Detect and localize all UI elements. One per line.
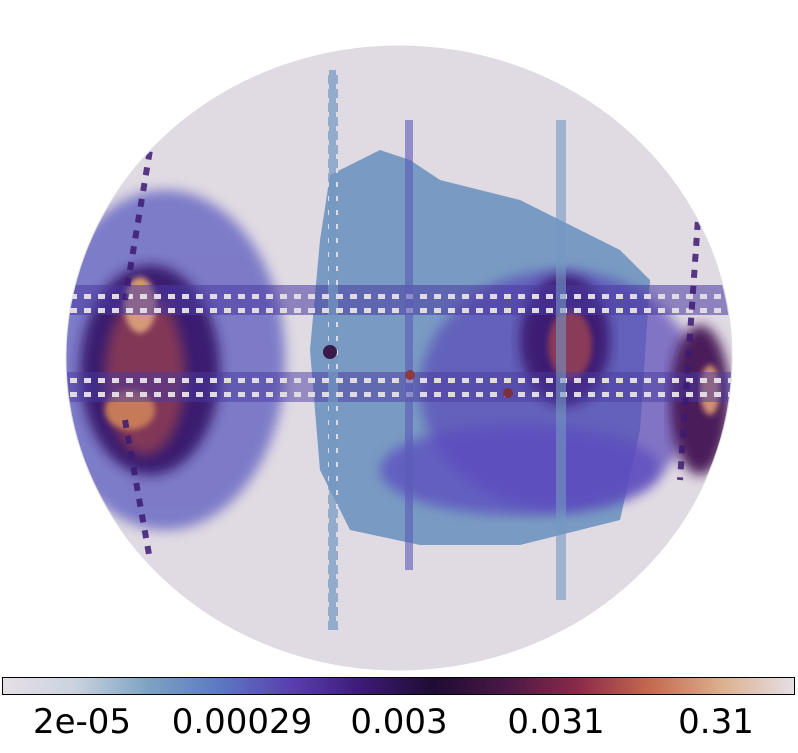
lower-right-band [380, 425, 660, 515]
colorbar-tick-label: 0.00029 [171, 702, 313, 742]
left-diagonal-streaks [122, 119, 158, 561]
right-diagonal-streaks [677, 189, 703, 481]
colorbar-tick-label: 2e-05 [32, 702, 132, 742]
mollweide-sky-map [65, 45, 733, 671]
equatorial-band-stripes [66, 285, 732, 315]
colorbar-tick-label: 0.31 [678, 702, 754, 742]
map-outline [65, 45, 733, 671]
point-source-3 [503, 388, 513, 398]
vertical-column-center [405, 120, 413, 570]
colorbar [2, 677, 795, 695]
lower-band-stripes [66, 372, 732, 402]
vertical-column-right [556, 120, 566, 600]
map-disc [66, 46, 732, 670]
point-source-2 [405, 370, 415, 380]
colorbar-tick-label: 0.031 [507, 702, 605, 742]
colorbar-tick-label: 0.003 [350, 702, 448, 742]
point-source-1 [323, 345, 337, 359]
right-lobe-core [548, 310, 592, 380]
